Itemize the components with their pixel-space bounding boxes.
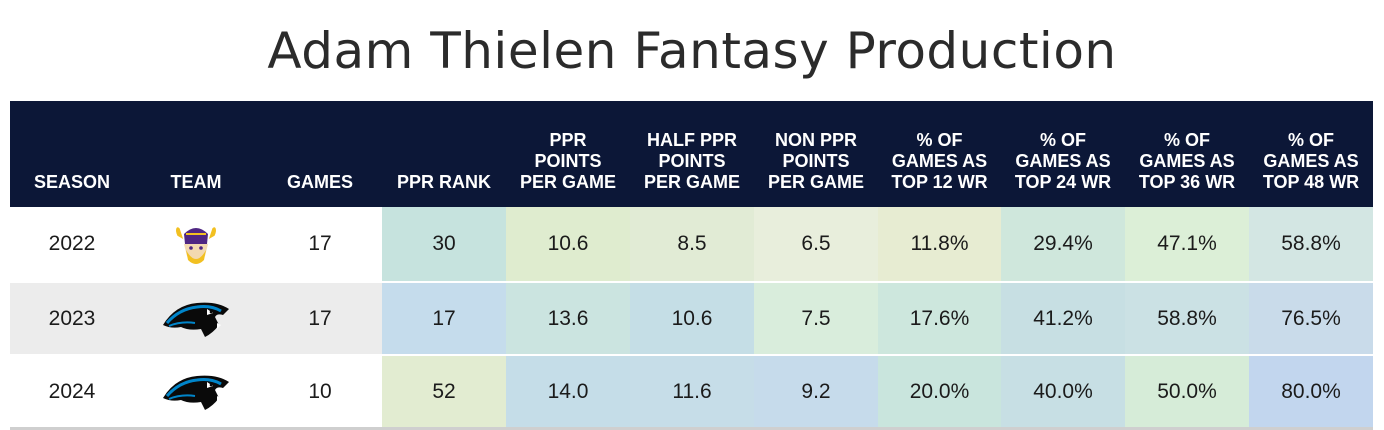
vikings-logo-icon <box>175 226 217 264</box>
top36-cell: 50.0% <box>1125 355 1249 429</box>
top24-cell: 40.0% <box>1001 355 1125 429</box>
top24-cell: 29.4% <box>1001 207 1125 282</box>
stats-table: SEASON TEAM GAMES PPR RANK PPR POINTS PER … <box>10 101 1373 430</box>
top24-cell: 41.2% <box>1001 282 1125 355</box>
non-ppr-ppg-cell: 6.5 <box>754 207 878 282</box>
ppr-ppg-cell: 14.0 <box>506 355 630 429</box>
top36-cell: 58.8% <box>1125 282 1249 355</box>
panthers-logo-icon <box>163 375 229 410</box>
table-row: 2022 17 30 10.6 8.5 6.5 11.8% 29.4% <box>10 207 1373 282</box>
top36-cell: 47.1% <box>1125 207 1249 282</box>
top12-cell: 20.0% <box>878 355 1001 429</box>
panthers-logo-icon <box>163 302 229 337</box>
non-ppr-ppg-cell: 7.5 <box>754 282 878 355</box>
top48-cell: 80.0% <box>1249 355 1373 429</box>
col-header-top12: % OF GAMES AS TOP 12 WR <box>878 101 1001 207</box>
ppr-rank-cell: 17 <box>382 282 506 355</box>
games-cell: 10 <box>308 379 332 403</box>
page-title: Adam Thielen Fantasy Production <box>267 22 1117 80</box>
col-header-games: GAMES <box>258 101 382 207</box>
non-ppr-ppg-cell: 9.2 <box>754 355 878 429</box>
half-ppr-ppg-cell: 10.6 <box>630 282 754 355</box>
half-ppr-ppg-cell: 8.5 <box>630 207 754 282</box>
col-header-non-ppr-ppg: NON PPR POINTS PER GAME <box>754 101 878 207</box>
col-header-top36: % OF GAMES AS TOP 36 WR <box>1125 101 1249 207</box>
team-cell <box>134 207 258 282</box>
top48-cell: 58.8% <box>1249 207 1373 282</box>
top12-cell: 17.6% <box>878 282 1001 355</box>
col-header-top48: % OF GAMES AS TOP 48 WR <box>1249 101 1373 207</box>
table-row: 2023 17 17 13.6 10.6 7.5 17.6% 41.2% 58.… <box>10 282 1373 355</box>
top12-cell: 11.8% <box>878 207 1001 282</box>
half-ppr-ppg-cell: 11.6 <box>630 355 754 429</box>
top48-cell: 76.5% <box>1249 282 1373 355</box>
table-row: 2024 10 52 14.0 11.6 9.2 20.0% 40.0% 50.… <box>10 355 1373 429</box>
ppr-ppg-cell: 13.6 <box>506 282 630 355</box>
col-header-ppr-ppg: PPR POINTS PER GAME <box>506 101 630 207</box>
season-cell: 2022 <box>48 232 96 255</box>
games-cell: 17 <box>308 232 332 255</box>
ppr-rank-cell: 30 <box>382 207 506 282</box>
ppr-rank-cell: 52 <box>382 355 506 429</box>
col-header-half-ppr-ppg: HALF PPR POINTS PER GAME <box>630 101 754 207</box>
col-header-team: TEAM <box>134 101 258 207</box>
col-header-ppr-rank: PPR RANK <box>382 101 506 207</box>
team-cell <box>134 355 258 429</box>
ppr-ppg-cell: 10.6 <box>506 207 630 282</box>
season-cell: 2024 <box>48 379 96 403</box>
games-cell: 17 <box>258 282 382 355</box>
header-row: SEASON TEAM GAMES PPR RANK PPR POINTS PER … <box>10 101 1373 207</box>
season-cell: 2023 <box>10 282 134 355</box>
col-header-top24: % OF GAMES AS TOP 24 WR <box>1001 101 1125 207</box>
team-cell <box>134 282 258 355</box>
col-header-season: SEASON <box>10 101 134 207</box>
